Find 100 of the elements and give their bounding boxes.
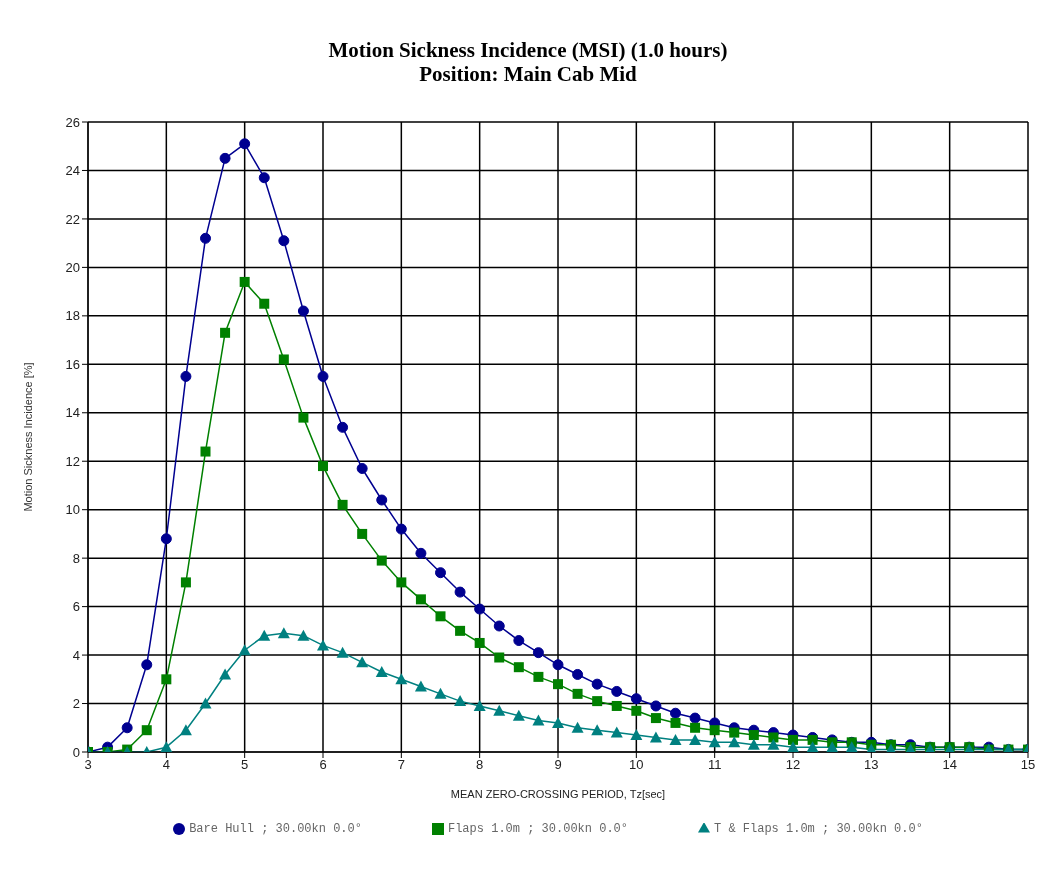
y-tick-label: 24 [65, 163, 80, 179]
point [141, 725, 152, 736]
point [787, 741, 799, 752]
point [455, 625, 466, 636]
x-tick-label: 3 [84, 757, 92, 773]
point [336, 646, 349, 658]
x-tick-label: 10 [629, 757, 644, 773]
point [318, 461, 328, 472]
point [396, 577, 407, 588]
point [690, 722, 701, 733]
point [337, 421, 349, 433]
point [552, 659, 564, 671]
y-tick-label: 26 [65, 114, 80, 130]
point [258, 172, 270, 184]
point [788, 734, 798, 745]
point [160, 533, 172, 545]
y-tick-label: 0 [72, 744, 80, 760]
point [356, 463, 368, 474]
point [179, 724, 192, 736]
point [768, 732, 779, 743]
point [200, 232, 211, 244]
point [552, 716, 564, 728]
point [435, 611, 446, 622]
point [592, 696, 603, 707]
chart-title: Motion Sickness Incidence (MSI) (1.0 hours) [327, 38, 729, 62]
point [220, 327, 231, 338]
point [473, 699, 486, 711]
x-tick-label: 8 [476, 757, 484, 773]
point [239, 138, 251, 150]
legend-label: Flaps 1.0m ; 30.00kn 0.0° [447, 822, 628, 836]
point [238, 644, 251, 656]
point [670, 707, 681, 719]
point [160, 741, 173, 752]
chart-subtitle: Position: Main Cab Mid [418, 62, 638, 86]
point [512, 709, 525, 721]
point [532, 714, 545, 726]
point [532, 647, 544, 659]
point [611, 700, 622, 711]
point [219, 668, 232, 680]
point [669, 733, 682, 745]
point [357, 528, 368, 539]
point [493, 704, 506, 716]
point [729, 727, 740, 738]
point [689, 733, 702, 745]
point [591, 678, 603, 690]
x-tick-label: 13 [864, 757, 879, 773]
point [219, 152, 231, 164]
point [277, 627, 290, 639]
point [180, 370, 192, 382]
point [278, 235, 290, 247]
x-tick-label: 15 [1020, 757, 1036, 773]
point [200, 446, 211, 457]
point [494, 652, 505, 663]
point [395, 523, 407, 535]
point [337, 499, 348, 510]
point [239, 276, 250, 287]
point [376, 555, 387, 566]
x-tick-label: 5 [241, 757, 249, 773]
y-axis-title: Motion Sickness Incidence [%] [21, 362, 34, 512]
point [611, 685, 623, 697]
x-tick-label: 7 [397, 757, 405, 773]
point [356, 656, 369, 668]
x-tick-label: 6 [319, 757, 327, 773]
point [297, 305, 309, 317]
point [317, 370, 329, 382]
point [414, 680, 427, 692]
point [513, 662, 524, 673]
point [259, 298, 270, 309]
y-tick-label: 10 [65, 502, 80, 518]
point [845, 741, 858, 752]
point [709, 725, 720, 736]
legend-label: Bare Hull ; 30.00kn 0.0° [189, 822, 362, 836]
point [630, 693, 642, 705]
point [278, 354, 289, 365]
point [650, 700, 662, 712]
x-axis-title: MEAN ZERO-CROSSING PERIOD, Tz[sec] [450, 788, 666, 800]
point [454, 586, 466, 598]
point [767, 738, 780, 750]
y-tick-label: 2 [72, 696, 80, 712]
point [376, 494, 388, 506]
point [826, 741, 839, 752]
point [649, 731, 662, 743]
point [317, 639, 329, 651]
x-tick-label: 9 [554, 757, 562, 773]
point [689, 712, 701, 724]
y-tick-label: 16 [65, 356, 80, 372]
point [415, 594, 426, 605]
point [572, 668, 584, 680]
point [161, 674, 172, 685]
point [631, 705, 642, 716]
y-tick-label: 18 [65, 308, 80, 324]
y-tick-label: 22 [65, 211, 80, 227]
point [258, 629, 271, 641]
point [298, 412, 309, 423]
y-tick-label: 14 [65, 405, 80, 421]
point [571, 721, 584, 733]
point [493, 620, 505, 632]
point [141, 659, 153, 671]
point [533, 671, 544, 682]
point [806, 741, 819, 752]
